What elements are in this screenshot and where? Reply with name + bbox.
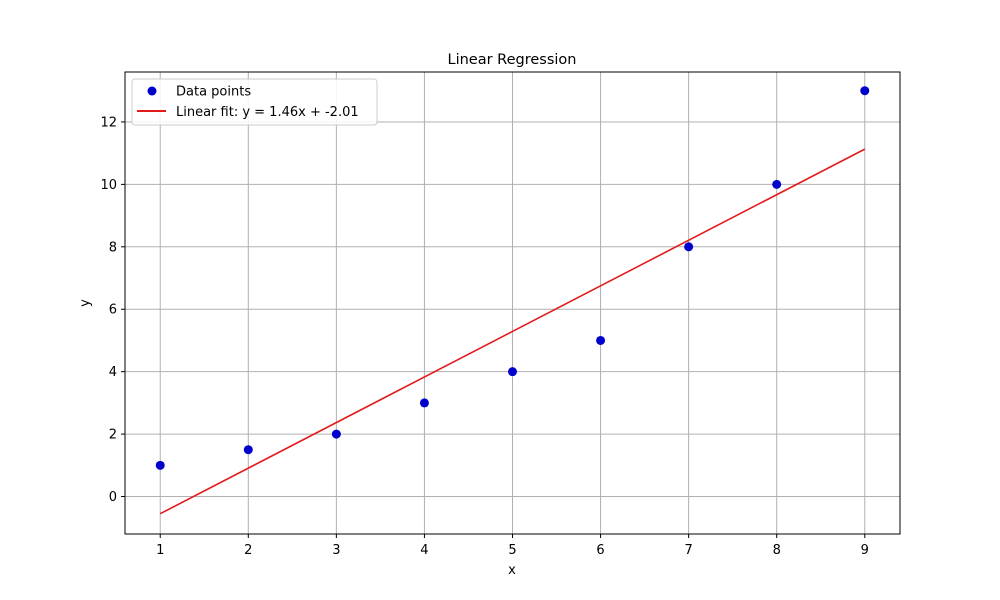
data-point: [772, 179, 782, 189]
legend-label-data-points: Data points: [176, 85, 251, 100]
grid: [125, 72, 900, 534]
x-tick-label: 9: [861, 543, 869, 558]
x-tick-label: 5: [508, 543, 516, 558]
x-tick-label: 2: [244, 543, 252, 558]
x-tick-label: 1: [156, 543, 164, 558]
legend-label-linear-fit: Linear fit: y = 1.46x + -2.01: [176, 105, 359, 120]
chart-title: Linear Regression: [448, 52, 577, 68]
legend: Data points Linear fit: y = 1.46x + -2.0…: [131, 78, 378, 126]
data-point: [243, 445, 253, 455]
x-tick-label: 8: [773, 543, 781, 558]
y-tick-label: 2: [109, 428, 117, 443]
data-point: [155, 460, 165, 470]
y-tick-label: 12: [100, 115, 117, 130]
y-axis-label: y: [78, 299, 93, 307]
y-tick-label: 6: [109, 303, 117, 318]
y-tick-label: 0: [109, 490, 117, 505]
x-tick-label: 4: [420, 543, 428, 558]
data-point: [596, 335, 606, 345]
y-tick-label: 10: [100, 178, 117, 193]
legend-marker-data-points: [147, 86, 157, 96]
x-tick-label: 3: [332, 543, 340, 558]
y-tick-label: 4: [109, 365, 117, 380]
x-axis-label: x: [508, 563, 516, 578]
data-point: [419, 398, 429, 408]
x-tick-label: 7: [684, 543, 692, 558]
data-point: [508, 367, 517, 377]
fit-line: [159, 148, 866, 515]
legend-box: [131, 78, 378, 126]
y-tick-label: 8: [109, 240, 117, 255]
data-point: [684, 242, 694, 252]
series-layer: [155, 86, 870, 515]
data-point: [331, 429, 341, 439]
x-tick-label: 6: [596, 543, 604, 558]
data-point: [860, 86, 870, 96]
